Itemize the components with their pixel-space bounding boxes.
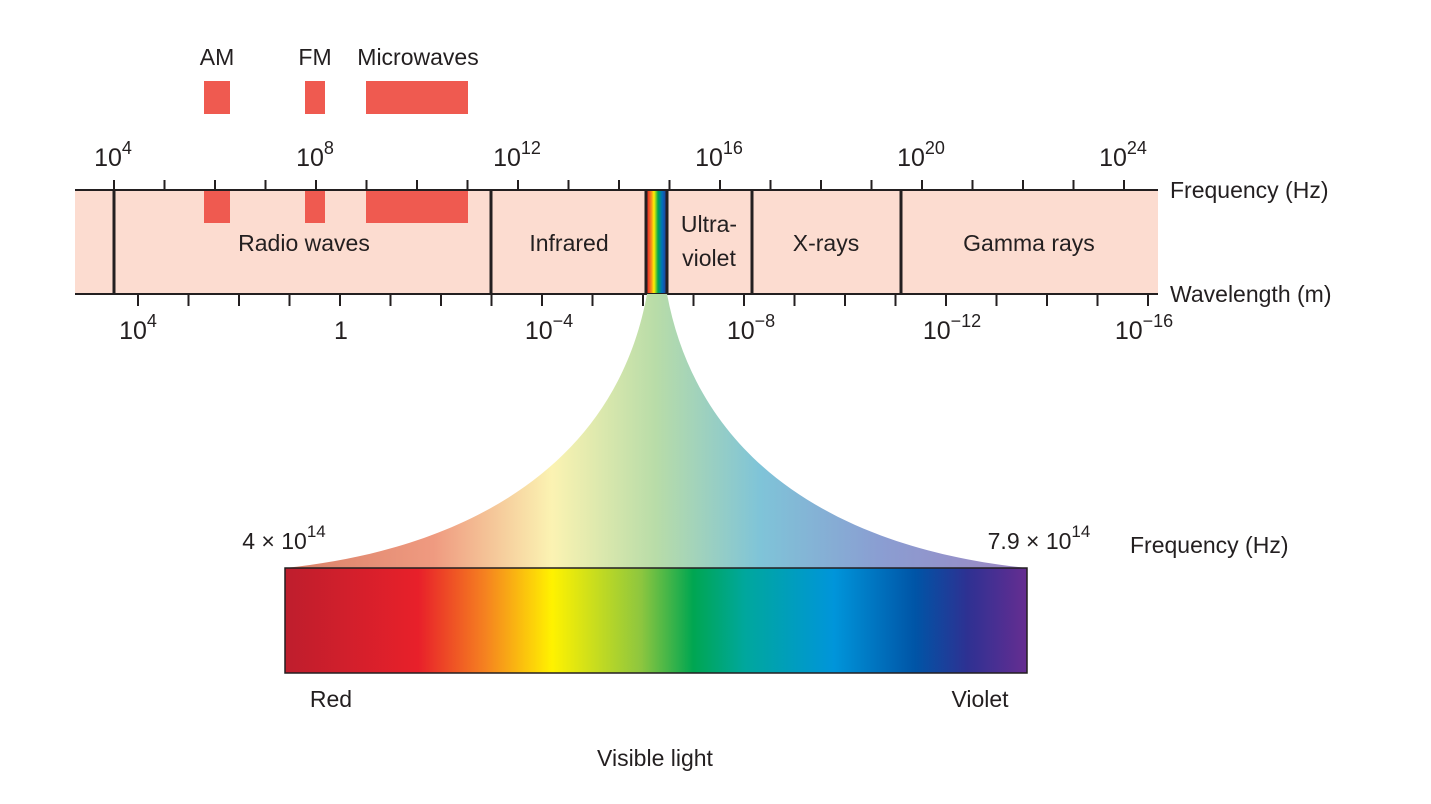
region-labels: Radio waves Infrared Ultra- violet X-ray… (238, 211, 1095, 271)
violet-label: Violet (951, 686, 1009, 712)
red-label: Red (310, 686, 352, 712)
gamma-rays-label: Gamma rays (963, 230, 1095, 256)
freq-tick-label: 104 (94, 138, 132, 172)
high-frequency-label: 7.9 × 1014 (988, 522, 1091, 554)
top-band-markers (204, 81, 468, 114)
wavelength-tick-marks (137, 294, 1149, 306)
wave-tick-label: 1 (334, 317, 348, 345)
am-band-marker (204, 190, 230, 223)
fm-band-marker (305, 190, 325, 223)
visible-slit (647, 190, 667, 294)
frequency-tick-labels: 104 108 1012 1016 1020 1024 (94, 138, 1147, 172)
fm-label: FM (298, 44, 331, 70)
ultraviolet-label-line1: Ultra- (681, 211, 737, 237)
wave-tick-label: 10−8 (727, 311, 775, 345)
region-dividers (112, 190, 903, 294)
infrared-label: Infrared (529, 230, 608, 256)
visible-light-fan (285, 294, 1027, 568)
visible-frequency-unit-label: Frequency (Hz) (1130, 532, 1288, 558)
am-marker (204, 81, 230, 114)
x-rays-label: X-rays (793, 230, 859, 256)
visible-light-title: Visible light (597, 745, 714, 771)
top-band-labels: AM FM Microwaves (200, 44, 479, 70)
wave-tick-label: 10−4 (525, 311, 573, 345)
freq-tick-label: 1020 (897, 138, 945, 172)
radio-waves-label: Radio waves (238, 230, 370, 256)
band-markers (204, 190, 468, 223)
am-label: AM (200, 44, 235, 70)
wave-tick-label: 10−16 (1115, 311, 1173, 345)
spectrum-band (75, 190, 1158, 294)
frequency-tick-marks (113, 180, 1125, 190)
freq-tick-label: 1016 (695, 138, 743, 172)
microwaves-band-marker (366, 190, 468, 223)
freq-tick-label: 108 (296, 138, 334, 172)
freq-tick-label: 1012 (493, 138, 541, 172)
microwaves-marker (366, 81, 468, 114)
visible-spectrum-bar (284, 567, 1028, 674)
freq-tick-label: 1024 (1099, 138, 1147, 172)
low-frequency-label: 4 × 1014 (242, 522, 326, 554)
frequency-axis-title: Frequency (Hz) (1170, 177, 1328, 203)
wavelength-axis-title: Wavelength (m) (1170, 281, 1331, 307)
fm-marker (305, 81, 325, 114)
visible-light-labels: 4 × 1014 7.9 × 1014 Frequency (Hz) Red V… (242, 522, 1288, 771)
wave-tick-label: 104 (119, 311, 157, 345)
wavelength-tick-labels: 104 1 10−4 10−8 10−12 10−16 (119, 311, 1173, 345)
wave-tick-label: 10−12 (923, 311, 981, 345)
ultraviolet-label-line2: violet (682, 245, 736, 271)
microwaves-label: Microwaves (357, 44, 478, 70)
